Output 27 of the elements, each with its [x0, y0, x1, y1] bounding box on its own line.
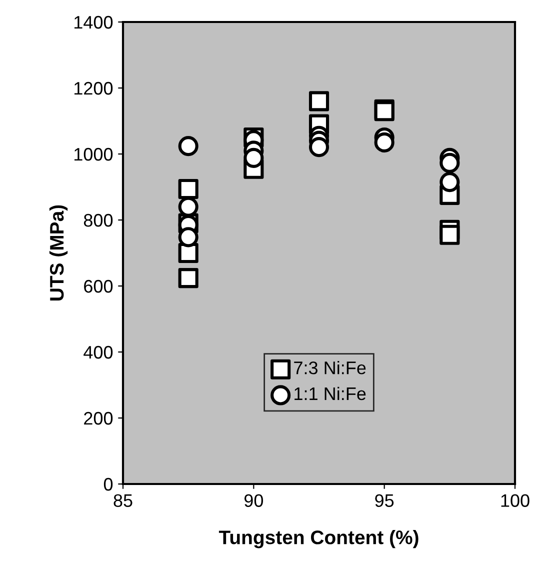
point: [440, 224, 460, 245]
x-tick-label: 100: [501, 494, 530, 507]
y-tick-label: 1200: [74, 82, 113, 95]
point: [440, 152, 460, 173]
point: [178, 136, 198, 156]
point: [308, 137, 330, 158]
legend-label: 7:3 Ni:Fe: [294, 361, 366, 374]
y-tick-label: 400: [84, 346, 113, 359]
y-tick-label: 1400: [74, 16, 113, 29]
point: [308, 91, 330, 112]
x-tick-label: 85: [114, 494, 132, 507]
y-tick-label: 1000: [74, 148, 113, 161]
y-tick-label: 0: [104, 478, 113, 491]
y-tick-label: 600: [84, 280, 113, 293]
point: [178, 178, 198, 200]
x-tick-label: 95: [375, 494, 394, 507]
y-tick-label: 200: [84, 412, 113, 425]
y-tick-label: 800: [84, 214, 113, 227]
point: [440, 172, 460, 192]
point: [178, 227, 198, 248]
x-axis-title: Tungsten Content (%): [218, 530, 418, 548]
legend-label: 1:1 Ni:Fe: [294, 386, 366, 400]
x-tick-label: 90: [244, 494, 264, 507]
point: [244, 148, 264, 168]
y-axis-title: UTS (MPa): [49, 205, 68, 300]
point: [374, 132, 394, 152]
point: [178, 268, 198, 288]
